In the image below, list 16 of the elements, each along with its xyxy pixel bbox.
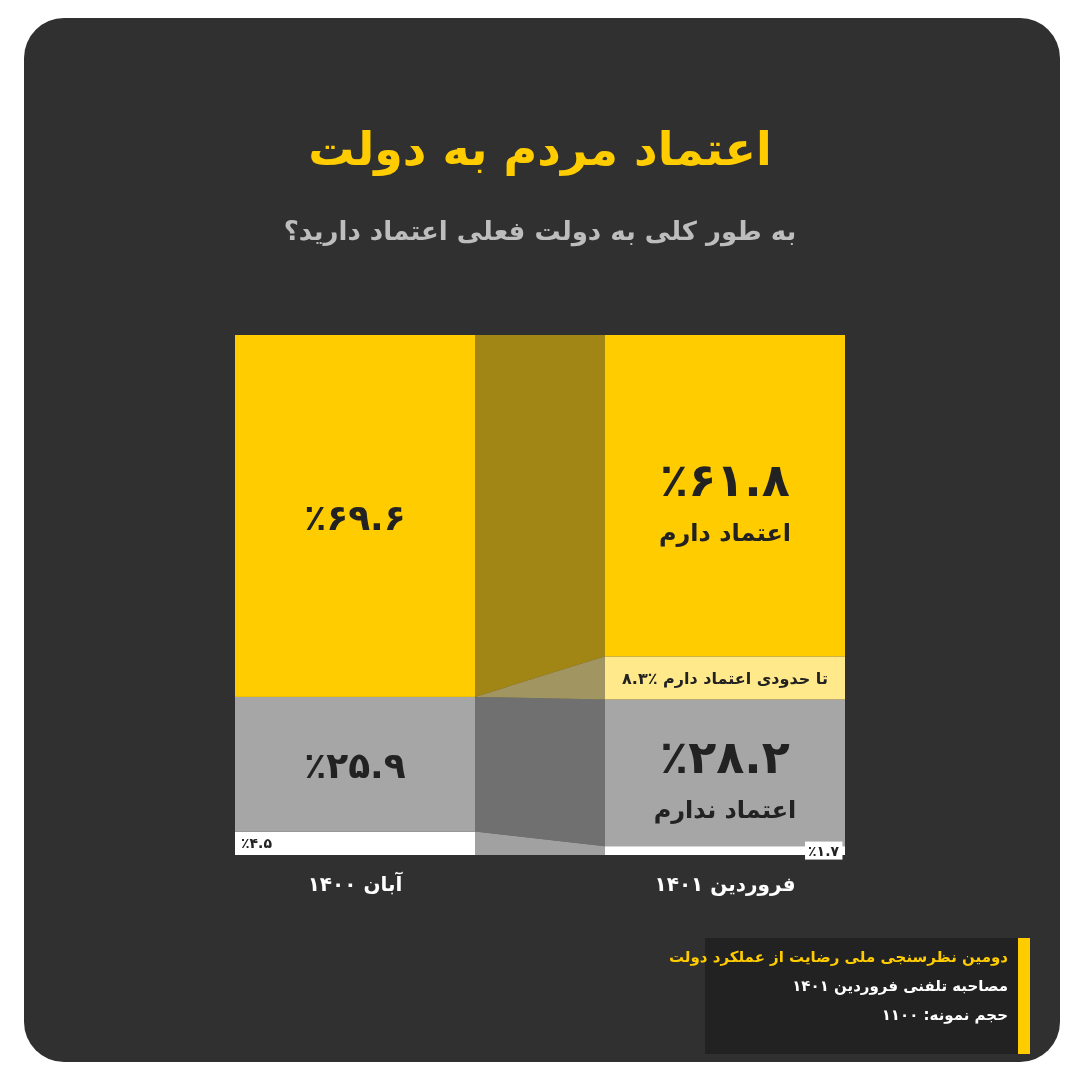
text: دومین نظرسنجی ملی رضایت از عملکرد دولت [668,948,1009,966]
data-label: ٪۲۸.۲ [660,729,790,784]
x-tick-label: آبان ۱۴۰۰ [307,871,404,896]
data-label: ٪۶۱.۸ [660,452,790,507]
data-label: ٪۲۵.۹ [304,745,406,787]
data-label: ٪۱.۷ [808,842,840,859]
text: مصاحبه تلفنی فروردین ۱۴۰۱ [792,977,1008,995]
series-label: اعتماد دارم [658,518,792,547]
chart-subtitle: به طور کلی به دولت فعلی اعتماد دارید؟ [283,216,797,247]
data-label: ٪۶۹.۶ [304,496,406,538]
x-tick-label: فروردین ۱۴۰۱ [654,872,796,896]
text: تا حدودی اعتماد دارم ٪۸.۳ [622,668,828,688]
data-label: ٪۴.۵ [241,835,273,852]
text: حجم نمونه: ۱۱۰۰ [881,1006,1008,1024]
chart-title: اعتماد مردم به دولت [308,122,772,176]
series-label: اعتماد ندارم [653,795,797,824]
